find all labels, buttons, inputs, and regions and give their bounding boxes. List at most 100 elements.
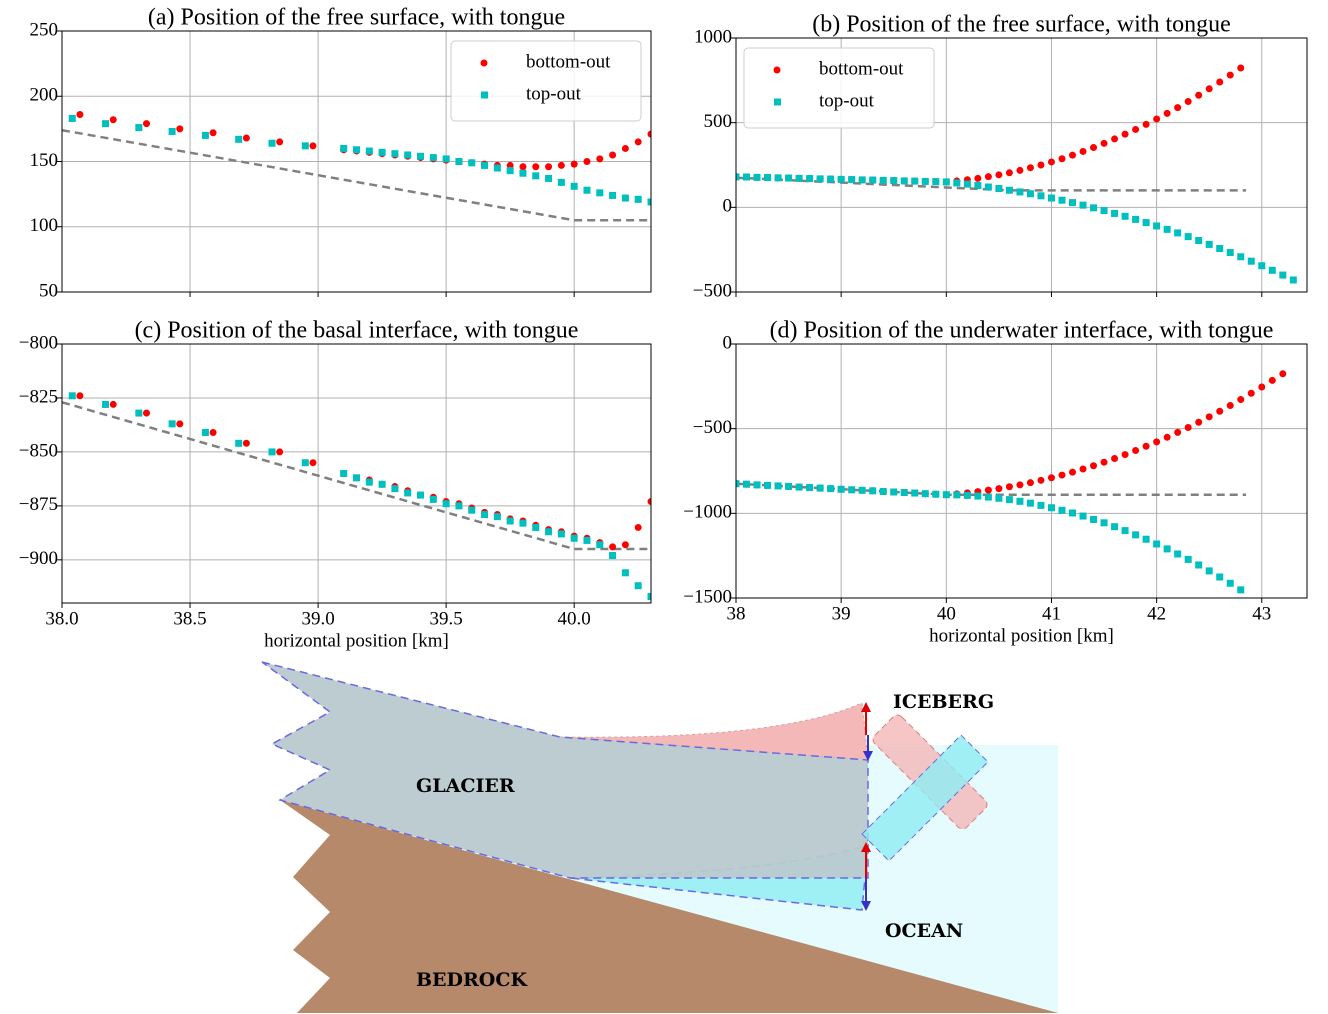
point — [1005, 169, 1013, 177]
point — [1090, 462, 1098, 470]
point — [1016, 188, 1024, 196]
point — [984, 486, 992, 494]
point — [869, 176, 877, 184]
point — [1026, 190, 1034, 198]
point — [634, 523, 642, 531]
point — [417, 491, 425, 499]
point — [1163, 433, 1171, 441]
point — [995, 171, 1003, 179]
point — [468, 159, 476, 167]
point — [378, 480, 386, 488]
chart-title: (c) Position of the basal interface, wit… — [135, 318, 579, 344]
point — [176, 420, 184, 428]
point — [1132, 125, 1140, 133]
point — [1216, 407, 1224, 415]
point — [1142, 535, 1150, 543]
point — [309, 142, 317, 150]
point — [1047, 504, 1055, 512]
arrow-head — [861, 901, 871, 911]
point — [353, 474, 360, 482]
point — [1005, 496, 1013, 504]
point — [827, 485, 835, 493]
point — [1016, 497, 1024, 505]
point — [816, 484, 824, 492]
point — [109, 400, 117, 408]
point — [1268, 266, 1276, 274]
chart-title: (b) Position of the free surface, with t… — [812, 12, 1231, 38]
point — [1289, 276, 1297, 284]
point — [647, 130, 651, 138]
point — [900, 177, 908, 185]
point — [455, 502, 463, 510]
point — [596, 541, 604, 549]
x-tick-label: 38.0 — [45, 608, 78, 629]
point — [1026, 479, 1034, 487]
point — [1037, 161, 1045, 169]
point — [506, 517, 514, 525]
point — [242, 439, 250, 447]
point — [570, 534, 578, 542]
point — [429, 495, 437, 503]
point — [995, 485, 1003, 493]
point — [647, 198, 651, 206]
x-axis-label: horizontal position [km] — [264, 630, 449, 651]
point — [102, 120, 110, 128]
point — [519, 163, 527, 171]
point — [806, 484, 814, 492]
point — [276, 138, 284, 146]
point — [76, 392, 84, 400]
point — [858, 486, 866, 494]
point — [764, 174, 772, 182]
point — [984, 173, 992, 181]
point — [774, 482, 782, 490]
y-tick-label: −875 — [19, 494, 58, 515]
point — [753, 173, 761, 181]
point — [879, 176, 887, 184]
point — [1121, 212, 1129, 220]
point — [1037, 192, 1045, 200]
point — [1100, 207, 1108, 215]
point — [1153, 115, 1161, 123]
point — [1174, 550, 1182, 558]
point — [621, 569, 629, 577]
glacier — [261, 661, 869, 879]
x-tick-label: 38.5 — [173, 608, 206, 629]
axes-frame — [735, 343, 1308, 599]
point — [1111, 454, 1119, 462]
point — [455, 158, 463, 165]
x-tick-label: 39.0 — [301, 608, 334, 629]
legend-marker — [481, 91, 488, 99]
point — [1026, 164, 1034, 172]
point — [911, 489, 919, 497]
y-tick-label: 0 — [723, 196, 733, 217]
point — [1237, 253, 1245, 261]
point — [1226, 249, 1234, 257]
y-tick-label: 0 — [723, 332, 733, 353]
point — [1121, 527, 1129, 535]
point — [1216, 244, 1224, 252]
point — [921, 177, 929, 185]
point — [879, 487, 887, 495]
point — [468, 506, 476, 514]
point — [984, 183, 992, 191]
point — [1205, 240, 1213, 248]
point — [1184, 233, 1192, 241]
point — [76, 111, 84, 119]
point — [570, 160, 578, 168]
point — [953, 491, 961, 499]
arrow-head — [863, 751, 873, 761]
point — [911, 177, 919, 185]
y-tick-label: −500 — [693, 280, 732, 301]
point — [942, 178, 950, 186]
point — [1195, 91, 1203, 99]
point — [276, 448, 284, 456]
point — [545, 163, 553, 171]
legend-box — [450, 40, 642, 122]
point — [1279, 370, 1287, 378]
point — [1237, 586, 1245, 594]
point — [1132, 215, 1140, 223]
point — [1142, 442, 1150, 450]
point — [442, 155, 450, 163]
point — [1037, 501, 1045, 509]
point — [391, 150, 399, 158]
